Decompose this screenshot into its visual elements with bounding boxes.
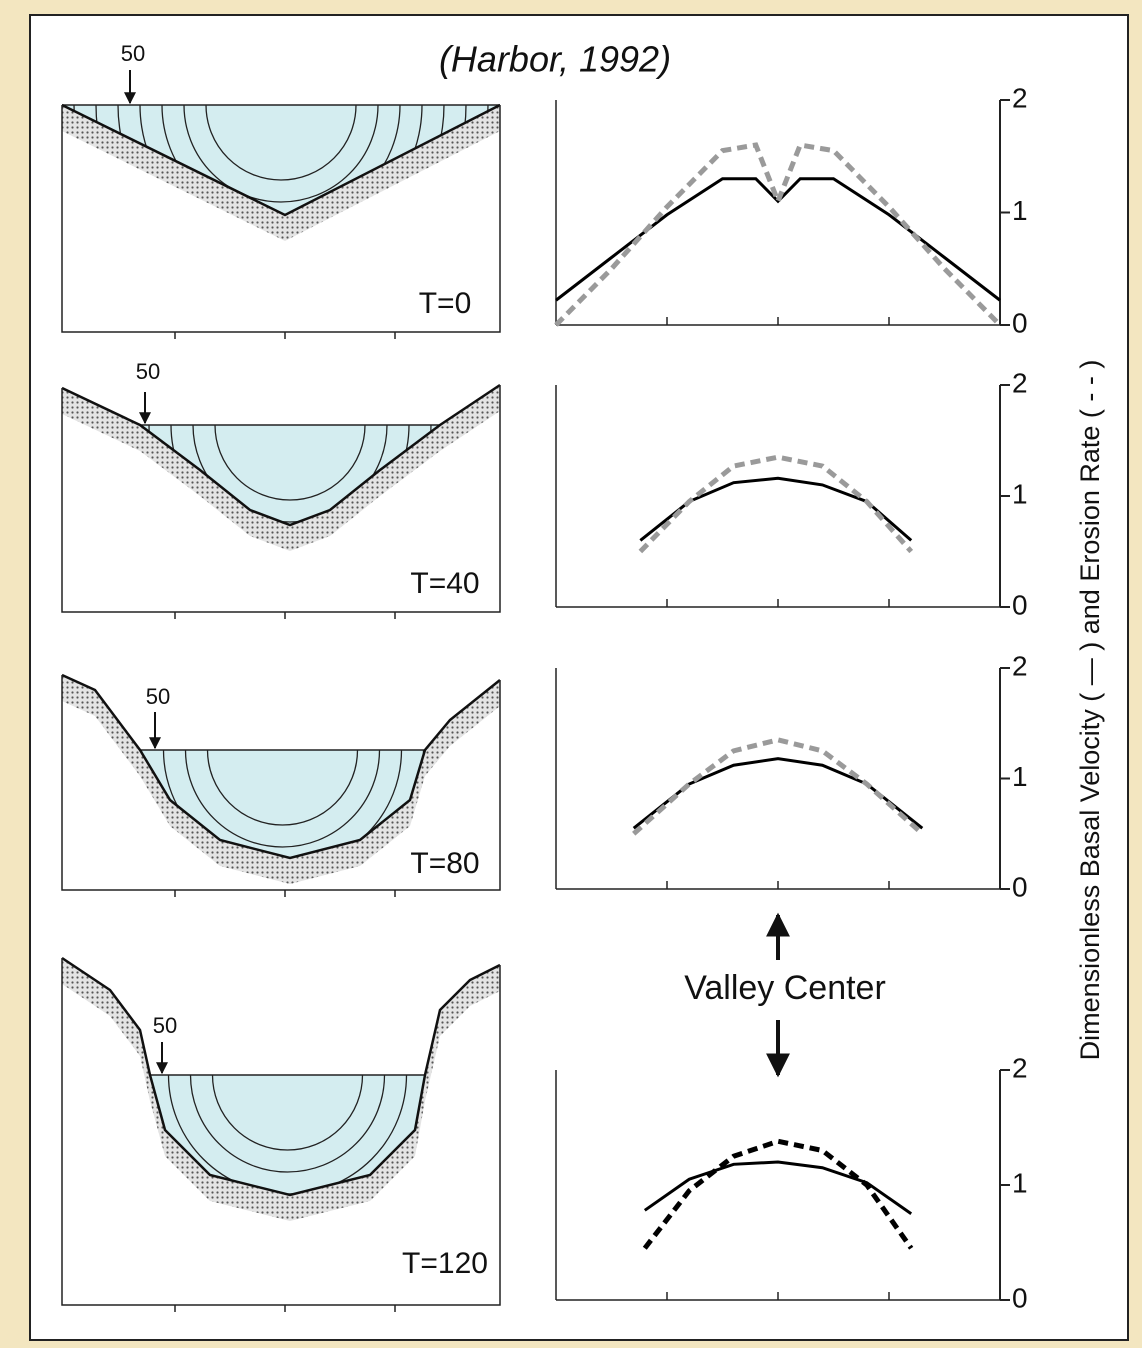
y-tick-label: 2 xyxy=(1012,650,1028,681)
contour xyxy=(205,105,357,181)
y-tick-label: 0 xyxy=(1012,1282,1028,1313)
y-axis-label: Dimensionless Basal Velocity ( — ) and E… xyxy=(1075,360,1105,1061)
erosion-line xyxy=(554,142,1002,327)
time-label: T=40 xyxy=(410,567,479,600)
bedrock-stipple xyxy=(62,675,500,884)
contours xyxy=(140,750,425,858)
y-tick-label: 1 xyxy=(1012,478,1028,509)
contour xyxy=(214,425,366,501)
erosion-line xyxy=(632,737,924,836)
box xyxy=(61,385,501,613)
contour xyxy=(206,750,359,826)
bedrock xyxy=(61,103,501,217)
ice xyxy=(140,750,425,858)
y-tick-label: 1 xyxy=(1012,195,1028,226)
erosion-line xyxy=(642,1138,914,1250)
cross-section: 50 T=40 xyxy=(61,359,501,619)
y-tick-label: 1 xyxy=(1012,761,1028,792)
y-tick-label: 2 xyxy=(1012,82,1028,113)
ice xyxy=(62,105,500,215)
time-label: T=120 xyxy=(402,1247,488,1280)
bedrock xyxy=(61,383,501,527)
y-tick-label: 2 xyxy=(1012,1052,1028,1083)
contours xyxy=(140,425,440,525)
y-tick-label: 1 xyxy=(1012,1167,1028,1198)
contour xyxy=(211,1075,364,1151)
title: (Harbor, 1992) xyxy=(439,39,671,80)
contour xyxy=(192,425,388,523)
marker-label: 50 xyxy=(146,684,170,709)
contour xyxy=(189,1075,386,1173)
box xyxy=(61,958,501,1306)
contour xyxy=(183,105,379,203)
marker-label: 50 xyxy=(136,359,160,384)
cross-section: 50 T=80 xyxy=(61,673,501,897)
cross-section: 50 T=0 xyxy=(61,41,501,339)
box xyxy=(61,105,501,333)
y-tick-label: 0 xyxy=(1012,307,1028,338)
y-tick-label: 0 xyxy=(1012,871,1028,902)
bedrock xyxy=(61,956,501,1197)
ice xyxy=(140,425,440,525)
y-tick-label: 0 xyxy=(1012,589,1028,620)
marker-label: 50 xyxy=(121,41,145,66)
y-tick-label: 2 xyxy=(1012,367,1028,398)
time-label: T=0 xyxy=(419,287,472,320)
contour xyxy=(184,750,381,848)
bedrock-stipple xyxy=(62,385,500,551)
box xyxy=(61,675,501,891)
bedrock xyxy=(61,673,501,860)
erosion-line xyxy=(638,454,914,554)
annotation: Valley Center xyxy=(684,969,886,1007)
marker-label: 50 xyxy=(153,1013,177,1038)
time-label: T=80 xyxy=(410,847,479,880)
contours xyxy=(62,105,500,215)
cross-section: 50 T=120 xyxy=(61,956,501,1312)
